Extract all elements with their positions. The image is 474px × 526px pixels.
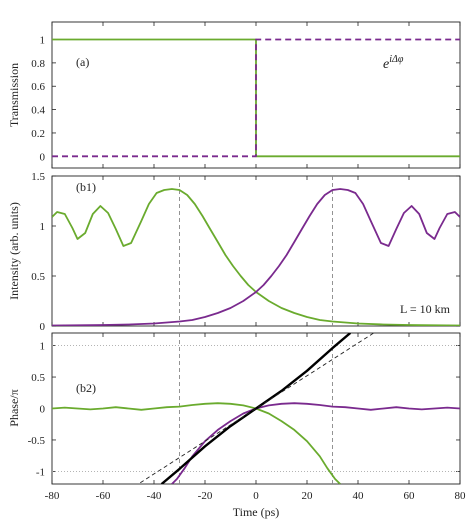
panel-b1: 0 0.5 1 1.5 Intensity (arb. units) (b1) L = 10…: [7, 171, 461, 333]
y-tick-label: -0.5: [28, 435, 46, 447]
x-tick-label: 60: [404, 490, 416, 502]
series-line: [52, 402, 341, 484]
y-tick-label: 0.6: [31, 81, 45, 93]
series-line: [137, 333, 375, 484]
series-line: [52, 188, 460, 326]
x-tick-label: -60: [96, 490, 111, 502]
y-tick-label: 0: [40, 321, 46, 333]
plot-frame: [51, 175, 461, 327]
fiber-length-annotation: L = 10 km: [400, 302, 451, 316]
y-tick-label: 0.5: [31, 372, 45, 384]
y-tick-label: 0.4: [31, 105, 45, 117]
x-tick-label: 20: [302, 490, 314, 502]
y-tick-label: -1: [36, 466, 45, 478]
series-line: [160, 333, 352, 484]
series-line: [52, 188, 460, 326]
x-tick-label: -20: [198, 490, 213, 502]
x-tick-label: 0: [253, 490, 259, 502]
y-tick-label: 0.8: [31, 58, 45, 70]
y-tick-label: 0.2: [31, 128, 45, 140]
panel-label: (a): [76, 55, 89, 69]
panel-label: (b2): [76, 381, 96, 395]
phase-annotation: eiΔφ: [383, 54, 404, 72]
y-tick-label: 1: [40, 35, 46, 47]
x-tick-label: -40: [147, 490, 162, 502]
x-tick-label: 40: [353, 490, 365, 502]
y-tick-label: 0.5: [31, 271, 45, 283]
y-axis-label: Intensity (arb. units): [7, 202, 21, 300]
x-axis-label: Time (ps): [233, 505, 280, 519]
y-tick-label: 0: [40, 151, 46, 163]
y-axis-label: Phase/π: [7, 389, 21, 426]
panel-b2: -1 -0.5 0 0.5 1 -80 -60 -40 -20 0 20 40 60 80 Time (ps…: [7, 332, 467, 519]
x-tick-label: 80: [455, 490, 467, 502]
panel-a: 0 0.2 0.4 0.6 0.8 1 Transmission (a) eiΔφ: [7, 21, 461, 169]
y-tick-label: 1.5: [31, 171, 45, 183]
x-tick-label: -80: [45, 490, 60, 502]
y-tick-label: 0: [40, 404, 46, 416]
series-line: [171, 402, 460, 484]
y-axis-label: Transmission: [7, 63, 21, 127]
panel-label: (b1): [76, 180, 96, 194]
y-tick-label: 1: [40, 221, 46, 233]
y-tick-label: 1: [40, 341, 46, 353]
series-line: [52, 38, 460, 158]
